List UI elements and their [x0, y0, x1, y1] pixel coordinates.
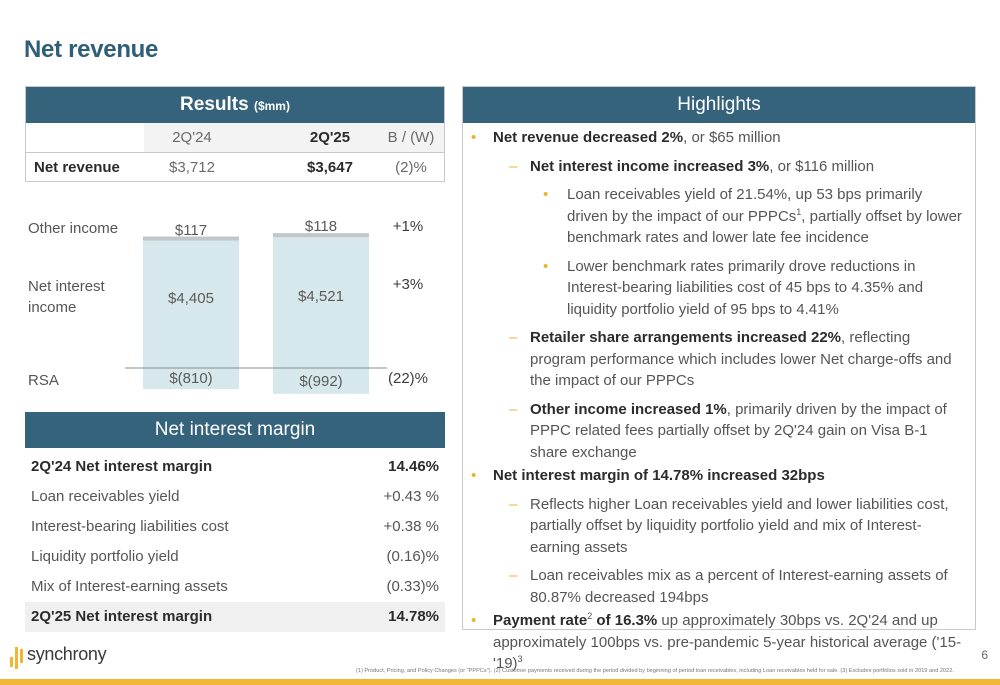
- nim-row-value: 14.46%: [388, 458, 439, 475]
- bar-rsa-0: [143, 368, 239, 390]
- nim-title: Net interest margin: [154, 419, 316, 440]
- nim-row-label: Interest-bearing liabilities cost: [31, 518, 229, 535]
- nim-row-value: 14.78%: [388, 608, 439, 625]
- highlight-nim-drivers: – Reflects higher Loan receivables yield…: [509, 495, 949, 556]
- nim-row-value: +0.43 %: [383, 488, 439, 505]
- nim-row-label: Liquidity portfolio yield: [31, 548, 179, 565]
- dash-icon: –: [509, 567, 518, 584]
- highlight-nim: • Net interest margin of 14.78% increase…: [463, 465, 965, 487]
- change-net-interest-income: +3%: [392, 276, 424, 293]
- net-revenue-row: Net revenue $3,712 $3,647 (2)%: [26, 153, 444, 183]
- col-better-worse: B / (W): [387, 129, 435, 146]
- logo-text: synchrony: [27, 644, 107, 664]
- footer-accent-bar: [0, 679, 1000, 685]
- bar-label-rsa-2q25: $(992): [299, 373, 343, 390]
- results-column-header: 2Q'24 2Q'25 B / (W): [26, 123, 444, 153]
- nim-row-loan-yield: Loan receivables yield +0.43 %: [25, 482, 445, 512]
- results-unit: ($mm): [253, 99, 290, 113]
- net-revenue-chart: Other income Net interest income RSA $11…: [25, 208, 445, 408]
- nim-row-value: (0.16)%: [386, 548, 439, 565]
- nim-row-label: Mix of Interest-earning assets: [31, 578, 228, 595]
- results-header: Results ($mm): [26, 87, 444, 123]
- nim-row-start: 2Q'24 Net interest margin 14.46%: [25, 452, 445, 482]
- highlights-title: Highlights: [677, 94, 761, 115]
- bar-label-other-2q25: $118: [304, 218, 338, 235]
- dash-icon: –: [509, 400, 518, 418]
- highlight-payment-rate: • Payment rate2 of 16.3% up approximatel…: [471, 611, 962, 673]
- bar-label-nii-2q24: $4,405: [168, 290, 214, 307]
- page-number: 6: [981, 648, 988, 662]
- logo-mark-icon: [10, 643, 24, 669]
- legend-net-interest-income: Net interest income: [28, 278, 105, 316]
- highlight-other-income: – Other income increased 1%, primarily d…: [509, 400, 947, 461]
- highlight-nii: – Net interest income increased 3%, or $…: [463, 156, 965, 178]
- net-revenue-prior: $3,712: [169, 159, 215, 176]
- nim-panel: Net interest margin 2Q'24 Net interest m…: [25, 412, 445, 632]
- nim-row-liquidity-yield: Liquidity portfolio yield (0.16)%: [25, 542, 445, 572]
- dash-icon: –: [509, 157, 518, 175]
- bullet-icon: •: [471, 129, 477, 146]
- nim-row-label: 2Q'24 Net interest margin: [31, 458, 213, 475]
- nim-row-end: 2Q'25 Net interest margin 14.78%: [25, 602, 445, 632]
- nim-row-value: (0.33)%: [386, 578, 439, 595]
- change-other-income: +1%: [392, 218, 424, 235]
- results-title: Results: [180, 94, 249, 115]
- bullet-icon: •: [543, 186, 549, 203]
- page-title: Net revenue: [24, 36, 159, 63]
- nim-row-label: 2Q'25 Net interest margin: [31, 608, 213, 625]
- legend-rsa: RSA: [28, 372, 59, 389]
- highlight-benchmark-rates: • Lower benchmark rates primarily drove …: [543, 257, 924, 318]
- legend-other-income: Other income: [28, 220, 119, 237]
- footnote: (1) Product, Pricing, and Policy Changes…: [356, 668, 954, 674]
- highlights-header: Highlights: [463, 87, 975, 123]
- bar-label-other-2q24: $117: [174, 222, 208, 239]
- nim-row-liabilities-cost: Interest-bearing liabilities cost +0.38 …: [25, 512, 445, 542]
- nim-row-label: Loan receivables yield: [31, 488, 180, 505]
- highlight-rsa: – Retailer share arrangements increased …: [509, 329, 952, 389]
- highlight-net-revenue: • Net revenue decreased 2%, or $65 milli…: [463, 127, 965, 149]
- bar-label-rsa-2q24: $(810): [169, 370, 213, 387]
- net-revenue-label: Net revenue: [34, 159, 120, 176]
- bar-other-0: [143, 236, 239, 241]
- highlight-loan-mix: – Loan receivables mix as a percent of I…: [509, 567, 948, 606]
- nim-row-value: +0.38 %: [383, 518, 439, 535]
- bar-label-nii-2q25: $4,521: [298, 288, 344, 305]
- bullet-icon: •: [471, 612, 477, 629]
- nim-row-mix: Mix of Interest-earning assets (0.33)%: [25, 572, 445, 602]
- col-prior: 2Q'24: [172, 129, 212, 146]
- bar-nii-0: [143, 240, 239, 368]
- dash-icon: –: [509, 329, 518, 346]
- bar-other-1: [273, 233, 369, 238]
- dash-icon: –: [509, 495, 518, 513]
- highlights-panel: Highlights • Net revenue decreased 2%, o…: [462, 86, 976, 672]
- bullet-icon: •: [471, 467, 477, 484]
- col-current: 2Q'25: [309, 129, 351, 146]
- results-panel: Results ($mm) 2Q'24 2Q'25 B / (W) Net re…: [25, 86, 445, 182]
- net-revenue-current: $3,647: [307, 159, 353, 176]
- chart-svg: [125, 233, 387, 394]
- bullet-icon: •: [543, 257, 549, 275]
- bar-nii-1: [273, 237, 369, 368]
- highlights-body: • Net revenue decreased 2%, or $65 milli…: [463, 123, 975, 675]
- change-rsa: (22)%: [387, 370, 428, 387]
- highlight-loan-yield: • Loan receivables yield of 21.54%, up 5…: [543, 186, 962, 246]
- nim-header: Net interest margin: [25, 412, 445, 448]
- bar-rsa-1: [273, 368, 369, 394]
- net-revenue-change: (2)%: [395, 159, 427, 176]
